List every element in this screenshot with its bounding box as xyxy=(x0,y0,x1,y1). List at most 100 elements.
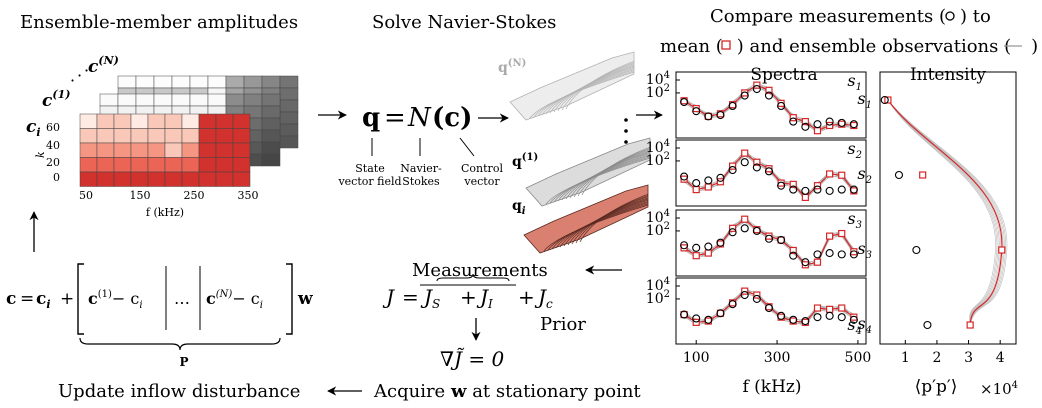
spectra-measurement-point xyxy=(849,250,858,259)
spectra-mean-point xyxy=(789,246,797,255)
intensity-measurement-point xyxy=(923,320,932,330)
intensity-mean-point xyxy=(966,321,974,329)
spectra-title: Spectra xyxy=(750,65,817,85)
field-label-i: qi xyxy=(512,198,526,217)
field-dot-3 xyxy=(624,140,628,144)
spectra-measurement-point xyxy=(801,317,810,326)
spectra-measurement-point xyxy=(692,243,701,252)
p-brace xyxy=(79,337,281,351)
spectra-mean-point xyxy=(813,304,822,312)
spectra-frame xyxy=(675,71,867,139)
spectra-station-label: s3 xyxy=(847,209,862,231)
gridI-cell xyxy=(130,128,149,144)
intensity-ensemble-line xyxy=(887,99,999,326)
intensity-measurement-point xyxy=(894,170,904,180)
spectra-mean-point xyxy=(826,305,834,313)
spectra-measurement-point xyxy=(704,176,713,185)
spectra-measurement-point xyxy=(813,185,822,194)
bracket-left xyxy=(77,263,84,335)
intensity-ensemble-line xyxy=(887,99,1008,326)
spectra-measurement-point xyxy=(728,165,737,175)
member-dots-3: · xyxy=(84,61,89,80)
gridN-cell xyxy=(279,123,299,137)
f-axis-label: f (kHz) xyxy=(146,206,184,219)
spectra-mean-point xyxy=(838,229,846,238)
grid1-cell xyxy=(171,93,191,107)
intensity-ensemble-line xyxy=(887,99,1004,326)
update-label: Update inflow disturbance xyxy=(58,381,300,402)
spectra-ytick: 102 xyxy=(646,83,670,101)
update-equation: c = ci + c(1)− ci … c(N)− ci w P xyxy=(6,263,313,369)
gridI-cell xyxy=(164,142,183,158)
intensity-ensemble-line xyxy=(887,99,1003,326)
upd-ci: ci xyxy=(36,289,51,311)
spectra-measurement-point xyxy=(813,313,822,322)
sheet-N-streak xyxy=(561,62,635,111)
member-dots: · xyxy=(70,71,75,90)
legend-measure-marker xyxy=(945,11,955,21)
upd-w: w xyxy=(297,289,313,309)
grid1-cell xyxy=(261,129,281,143)
spectra-measurement-point xyxy=(777,181,786,190)
upd-eq: = xyxy=(20,289,34,309)
cost-J: J xyxy=(382,285,395,309)
spectra-measurement-point xyxy=(777,101,786,111)
grid1-cell xyxy=(261,105,281,119)
f-tick-250: 250 xyxy=(184,189,205,202)
spectra-measurement-point xyxy=(764,91,774,100)
spectra-measurement-point xyxy=(825,186,834,195)
spectra-measurement-point xyxy=(680,172,689,181)
annot-state: State vector field xyxy=(337,162,401,188)
bracket-right xyxy=(286,263,293,335)
gridI-cell xyxy=(130,171,149,187)
intensity-station-label: s4 xyxy=(857,314,872,336)
spectra-ytick: 102 xyxy=(646,221,670,239)
f-tick-50: 50 xyxy=(79,189,93,202)
gridI-cell xyxy=(79,171,98,187)
intensity-xtick: 1 xyxy=(901,350,910,366)
gridN-cell xyxy=(261,75,281,89)
legend-mean-marker xyxy=(721,40,731,50)
gridN-cell xyxy=(153,75,173,89)
sheet-i-streak xyxy=(575,195,649,244)
spectra-measurement-point xyxy=(704,242,713,251)
grid1-cell xyxy=(261,153,281,167)
gridI-cell xyxy=(198,171,217,187)
spectra-mean-point xyxy=(741,149,749,157)
spectra-measurement-point xyxy=(704,315,713,324)
intensity-mean-point xyxy=(998,246,1006,254)
amplitudes-title: Ensemble-member amplitudes xyxy=(20,12,298,33)
spectra-mean-point xyxy=(838,171,846,179)
gridI-cell xyxy=(130,142,149,158)
gridI-cell xyxy=(164,171,183,187)
gridI-cell xyxy=(232,142,251,158)
gridI-cell xyxy=(198,157,217,173)
grid1-cell xyxy=(225,93,245,107)
gridI-cell xyxy=(215,142,234,158)
spectra-measurement-point xyxy=(740,158,749,167)
spectra-mean-point xyxy=(704,249,712,257)
k-tick-60: 60 xyxy=(46,121,60,134)
spectra-measurement-point xyxy=(680,241,689,250)
grid1-cell xyxy=(189,93,209,107)
sheet-N-streak xyxy=(565,60,635,110)
grid1-cell xyxy=(261,141,281,155)
intensity-measurement-point xyxy=(880,95,889,105)
intensity-xtick: 2 xyxy=(932,350,941,366)
cost-function: J = JS + JI + Jc xyxy=(382,284,553,311)
spectra-measurement-point xyxy=(716,111,725,120)
gridI-cell xyxy=(147,142,166,158)
k-axis-label: k xyxy=(34,151,47,158)
spectra-xlabel: f (kHz) xyxy=(742,377,801,397)
spectra-measurement-point xyxy=(716,309,725,318)
annot-line-3 xyxy=(459,137,475,157)
gridI-cell xyxy=(232,128,251,144)
spectra-measurement-point xyxy=(837,250,846,259)
k-tick-40: 40 xyxy=(46,139,60,152)
spectra-measurement-point xyxy=(764,167,774,176)
spectra-measurement-point xyxy=(789,185,798,194)
cost-JI: JI xyxy=(476,285,493,311)
spectra-measurement-point xyxy=(849,315,858,324)
gridI-cell xyxy=(215,128,234,144)
